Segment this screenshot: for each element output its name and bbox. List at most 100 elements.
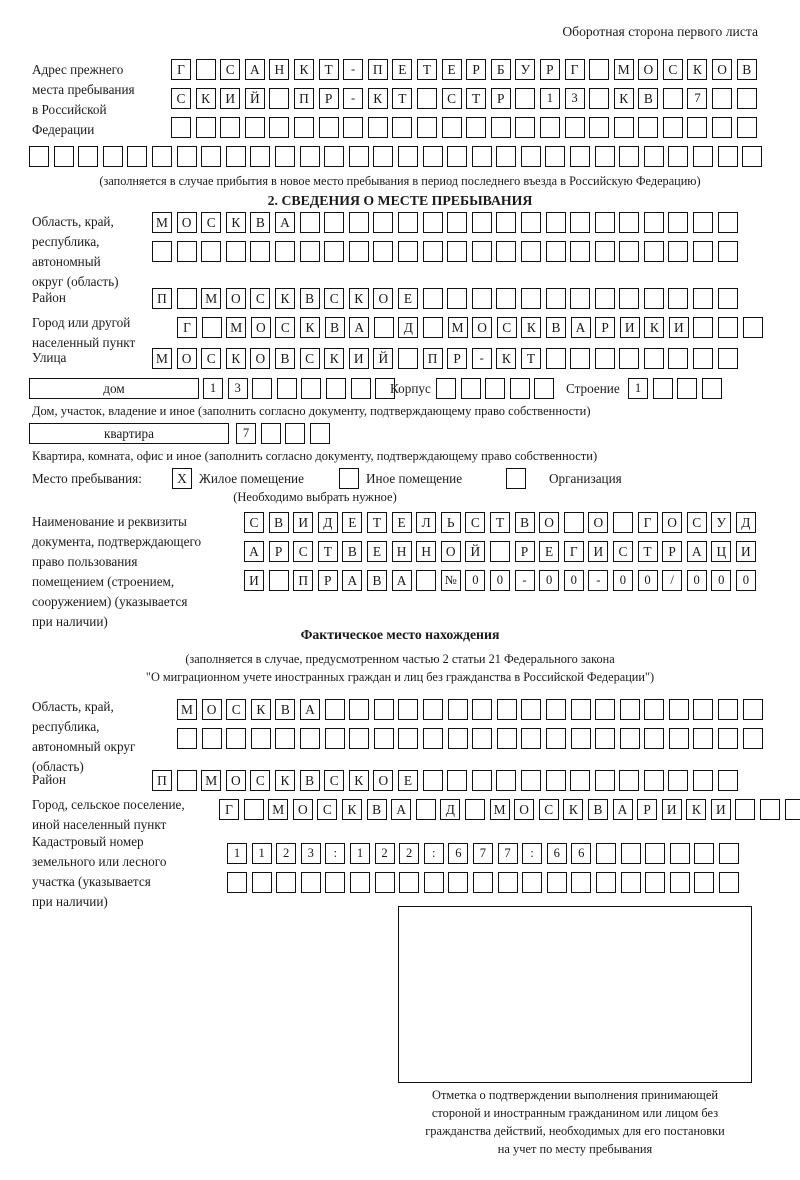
char-cell[interactable]	[668, 212, 689, 233]
char-cell[interactable]	[422, 146, 443, 167]
char-cell[interactable]	[301, 378, 322, 399]
char-cell[interactable]	[570, 241, 591, 262]
char-cell[interactable]: К	[324, 348, 345, 369]
char-cell[interactable]	[520, 770, 541, 791]
char-cell[interactable]	[643, 212, 664, 233]
char-cell[interactable]: И	[661, 799, 682, 820]
char-cell[interactable]	[309, 423, 330, 444]
char-cell[interactable]	[717, 212, 738, 233]
char-cell[interactable]: А	[299, 699, 320, 720]
char-cell[interactable]	[717, 348, 738, 369]
char-cell[interactable]: С	[538, 799, 559, 820]
char-cell[interactable]	[760, 799, 781, 820]
char-cell[interactable]	[496, 288, 517, 309]
char-cell[interactable]: 0	[686, 570, 707, 591]
char-cell[interactable]	[471, 288, 492, 309]
char-cell[interactable]	[367, 117, 388, 138]
char-cell[interactable]	[447, 728, 468, 749]
char-cell[interactable]	[471, 241, 492, 262]
char-cell[interactable]: Г	[563, 541, 584, 562]
char-cell[interactable]	[415, 799, 436, 820]
char-cell[interactable]	[252, 378, 273, 399]
char-cell[interactable]	[397, 146, 418, 167]
char-cell[interactable]	[422, 699, 443, 720]
actual-region-row-2[interactable]	[177, 728, 767, 749]
char-cell[interactable]	[693, 770, 714, 791]
char-cell[interactable]	[497, 872, 518, 893]
char-cell[interactable]	[176, 288, 197, 309]
char-cell[interactable]	[447, 288, 468, 309]
char-cell[interactable]	[717, 241, 738, 262]
char-cell[interactable]	[784, 799, 800, 820]
char-cell[interactable]	[422, 317, 443, 338]
char-cell[interactable]: И	[710, 799, 731, 820]
char-cell[interactable]	[299, 146, 320, 167]
char-cell[interactable]	[677, 378, 698, 399]
char-cell[interactable]	[397, 241, 418, 262]
char-cell[interactable]: В	[366, 570, 387, 591]
char-cell[interactable]	[509, 378, 530, 399]
char-cell[interactable]: К	[496, 348, 517, 369]
char-cell[interactable]: №	[440, 570, 461, 591]
char-cell[interactable]: Р	[466, 59, 487, 80]
char-cell[interactable]	[423, 872, 444, 893]
char-cell[interactable]: /	[662, 570, 683, 591]
char-cell[interactable]	[375, 378, 396, 399]
char-cell[interactable]: А	[349, 317, 370, 338]
document-row-3[interactable]: И П Р А В А № 0 0-0 0-0 0/0 0 0	[244, 570, 760, 591]
char-cell[interactable]: А	[612, 799, 633, 820]
char-cell[interactable]	[318, 117, 339, 138]
char-cell[interactable]	[285, 423, 306, 444]
char-cell[interactable]: Р	[662, 541, 683, 562]
char-cell[interactable]	[546, 872, 567, 893]
char-cell[interactable]: О	[514, 799, 535, 820]
char-cell[interactable]: 0	[612, 570, 633, 591]
char-cell[interactable]: :	[325, 843, 346, 864]
char-cell[interactable]	[373, 241, 394, 262]
char-cell[interactable]	[274, 241, 295, 262]
char-cell[interactable]	[693, 348, 714, 369]
char-cell[interactable]: К	[613, 88, 634, 109]
char-cell[interactable]	[447, 212, 468, 233]
char-cell[interactable]: С	[201, 212, 222, 233]
char-cell[interactable]: Р	[539, 59, 560, 80]
char-cell[interactable]	[620, 872, 641, 893]
char-cell[interactable]: С	[171, 88, 191, 109]
char-cell[interactable]: В	[250, 212, 271, 233]
section2-region-row-2[interactable]	[152, 241, 742, 262]
char-cell[interactable]: Е	[397, 770, 418, 791]
char-cell[interactable]	[669, 843, 690, 864]
char-cell[interactable]	[643, 241, 664, 262]
char-cell[interactable]: Н	[269, 59, 290, 80]
char-cell[interactable]: Т	[637, 541, 658, 562]
char-cell[interactable]	[496, 241, 517, 262]
char-cell[interactable]	[620, 843, 641, 864]
char-cell[interactable]	[718, 699, 739, 720]
char-cell[interactable]: Т	[520, 348, 541, 369]
char-cell[interactable]	[644, 728, 665, 749]
char-cell[interactable]: К	[299, 317, 320, 338]
char-cell[interactable]	[201, 146, 222, 167]
char-cell[interactable]: Р	[447, 348, 468, 369]
char-cell[interactable]: К	[563, 799, 584, 820]
char-cell[interactable]	[693, 212, 714, 233]
char-cell[interactable]	[274, 146, 295, 167]
char-cell[interactable]: :	[522, 843, 543, 864]
char-cell[interactable]: Й	[465, 541, 486, 562]
char-cell[interactable]: 2	[374, 843, 395, 864]
char-cell[interactable]: К	[225, 348, 246, 369]
char-cell[interactable]	[471, 146, 492, 167]
char-cell[interactable]: Г	[564, 59, 585, 80]
char-cell[interactable]	[448, 872, 469, 893]
char-cell[interactable]	[693, 146, 714, 167]
char-cell[interactable]	[571, 872, 592, 893]
char-cell[interactable]: Е	[539, 541, 560, 562]
char-cell[interactable]	[225, 146, 246, 167]
char-cell[interactable]	[638, 117, 659, 138]
char-cell[interactable]: А	[274, 212, 295, 233]
stay-type-checkbox-residential[interactable]: X	[172, 468, 192, 489]
korpus-cells[interactable]	[436, 378, 559, 399]
char-cell[interactable]	[701, 378, 722, 399]
